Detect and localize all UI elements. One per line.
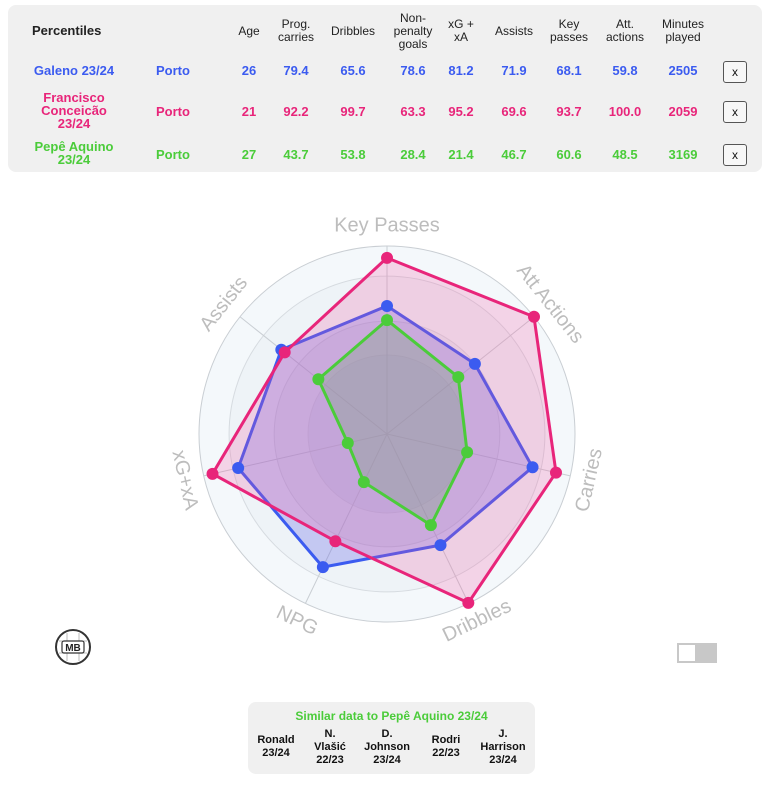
radar-background: [198, 245, 576, 623]
row-att-actions: 59.8: [612, 62, 638, 78]
col-header-npg: Non- penalty goals: [393, 10, 433, 51]
row-xgxa: 21.4: [448, 146, 474, 162]
radar-point: [341, 436, 354, 449]
radar-axis-label: Carries: [571, 446, 607, 514]
brand-logo: MB: [55, 629, 91, 665]
radar-series-polygon: [316, 318, 469, 527]
remove-player-button[interactable]: x: [723, 101, 747, 123]
radar-point: [381, 314, 393, 327]
col-header-minutes: Minutes played: [661, 17, 705, 44]
row-npg: 63.3: [400, 103, 426, 119]
row-assists: 69.6: [501, 103, 527, 119]
radar-point: [232, 461, 245, 474]
table-title: Percentiles: [32, 22, 102, 38]
radar-point: [462, 596, 475, 609]
radar-point: [329, 535, 342, 548]
row-dribbles: 99.7: [340, 103, 366, 119]
row-dribbles: 65.6: [340, 62, 366, 78]
row-xgxa: 95.2: [448, 103, 474, 119]
col-header-att-actions: Att. actions: [605, 17, 645, 44]
radar-point: [461, 446, 474, 459]
row-age: 26: [241, 62, 257, 78]
row-prog-carries: 92.2: [283, 103, 309, 119]
row-prog-carries: 43.7: [283, 146, 309, 162]
radar-point: [312, 373, 325, 386]
radar-point: [206, 467, 219, 480]
row-minutes: 2505: [668, 62, 698, 78]
row-key-passes: 93.7: [556, 103, 582, 119]
similar-players-panel: Similar data to Pepê Aquino 23/24 Ronald…: [248, 702, 535, 774]
row-minutes: 2059: [668, 103, 698, 119]
similar-player[interactable]: Rodri 22/23: [431, 734, 461, 759]
row-age: 27: [241, 146, 257, 162]
radar-point: [434, 539, 447, 552]
radar-point: [381, 299, 393, 312]
remove-player-button[interactable]: x: [723, 144, 747, 166]
radar-spoke: [386, 433, 571, 477]
similar-player[interactable]: N. Vlašić 22/23: [314, 728, 346, 766]
row-assists: 46.7: [501, 146, 527, 162]
radar-point: [527, 310, 540, 323]
row-npg: 28.4: [400, 146, 426, 162]
row-player-name[interactable]: Francisco Conceicão 23/24: [41, 89, 107, 131]
row-team: Porto: [156, 62, 190, 78]
col-header-prog-carries: Prog. carries: [277, 17, 314, 44]
row-key-passes: 68.1: [556, 62, 582, 78]
radar-point: [424, 519, 437, 532]
row-player-name[interactable]: Pepê Aquino 23/24: [34, 139, 114, 167]
radar-point: [526, 461, 539, 474]
similar-player[interactable]: D. Johnson 23/24: [364, 728, 410, 766]
row-team: Porto: [156, 103, 190, 119]
radar-point: [316, 561, 329, 574]
radar-point: [381, 251, 393, 264]
percentiles-table: Percentiles Age Prog. carries Dribbles N…: [8, 5, 762, 172]
row-key-passes: 60.6: [556, 146, 582, 162]
row-player-name[interactable]: Galeno 23/24: [33, 62, 115, 78]
row-dribbles: 53.8: [340, 146, 366, 162]
col-header-key-passes: Key passes: [549, 17, 589, 44]
row-minutes: 3169: [668, 146, 698, 162]
similar-player[interactable]: J. Harrison 23/24: [480, 728, 526, 766]
toggle-knob: [679, 645, 695, 661]
radar-axis-label: xG+xA: [167, 448, 202, 513]
radar-spoke: [239, 316, 388, 435]
radar-point: [278, 346, 291, 359]
similar-player[interactable]: Ronald 23/24: [257, 734, 295, 759]
radar-series-polygon: [211, 256, 558, 605]
row-team: Porto: [156, 146, 190, 162]
row-npg: 78.6: [400, 62, 426, 78]
radar-axis-label: Key Passes: [334, 214, 440, 236]
row-assists: 71.9: [501, 62, 527, 78]
view-toggle[interactable]: [677, 643, 717, 663]
row-prog-carries: 79.4: [283, 62, 309, 78]
col-header-dribbles: Dribbles: [330, 23, 375, 38]
radar-point: [357, 476, 370, 489]
row-att-actions: 100.0: [608, 103, 642, 119]
radar-spoke: [304, 433, 388, 604]
row-xgxa: 81.2: [448, 62, 474, 78]
row-age: 21: [241, 103, 257, 119]
logo-text: MB: [65, 643, 81, 654]
radar-series-group: [206, 251, 562, 609]
col-header-xgxa: xG + xA: [448, 17, 474, 44]
row-att-actions: 48.5: [612, 146, 638, 162]
similar-title: Similar data to Pepê Aquino 23/24: [295, 709, 488, 723]
radar-point: [452, 371, 465, 384]
radar-point: [549, 466, 562, 479]
remove-player-button[interactable]: x: [723, 61, 747, 83]
col-header-age: Age: [238, 23, 260, 38]
col-header-assists: Assists: [494, 23, 533, 38]
radar-point: [468, 357, 481, 370]
radar-spoke: [386, 433, 470, 604]
